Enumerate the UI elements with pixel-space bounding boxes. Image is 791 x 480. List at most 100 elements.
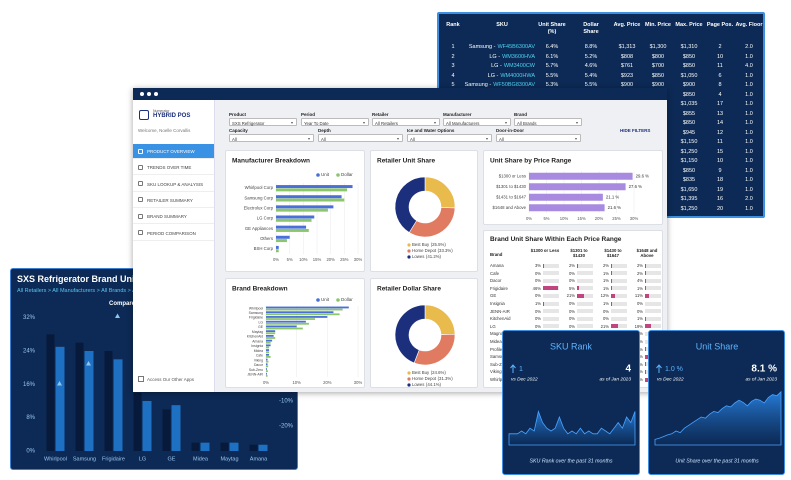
x-tick-label: 10% <box>292 380 301 385</box>
legend-swatch <box>407 383 411 387</box>
caret <box>576 122 578 124</box>
filter-label: Period <box>301 112 316 117</box>
x-tick-label: GE <box>168 456 176 462</box>
legend-name: Lowes <box>412 254 424 259</box>
card: Unit Share by Price Range 0% 5% 10% 15% 20% 25… <box>483 150 663 225</box>
legend-label: Unit <box>321 297 330 302</box>
filter-select[interactable]: SXS Refrigerator <box>229 118 297 126</box>
category-label: Others <box>260 236 273 241</box>
category-label: Viking <box>254 358 263 362</box>
cell-bar-track <box>543 286 559 291</box>
x-tick-label: 10% <box>560 216 569 221</box>
cell-bar <box>577 286 579 291</box>
kpi-as-of: as of Jan 2023 <box>600 376 632 382</box>
legend-swatch <box>316 173 320 177</box>
trend-area <box>654 390 782 446</box>
sku-model[interactable]: WF45B6300AV <box>497 44 535 50</box>
chart-svg: Retailer Unit Share Best Buy (25.5%)Home D… <box>377 158 456 259</box>
legend-swatch <box>407 243 411 247</box>
cell-bar-track <box>645 293 661 298</box>
cell-bar <box>645 324 652 329</box>
sku-brand: Samsung - <box>464 82 492 88</box>
hide-filters[interactable]: HIDE FILTERS <box>620 128 651 133</box>
sku-model[interactable]: WM3400CW <box>503 63 535 69</box>
cell-bar-track <box>645 286 661 291</box>
sku-brand: Samsung - <box>468 44 496 50</box>
donut-slice <box>394 304 426 364</box>
table-cell: 1.0 <box>745 186 753 193</box>
cell-bar-track <box>543 271 559 276</box>
donut-slice <box>424 176 456 209</box>
table-cell: $923 <box>620 72 634 79</box>
table-cell: $850 <box>682 63 696 69</box>
category-label: Cafe <box>256 354 263 358</box>
table-cell: 2% <box>636 263 643 268</box>
x-tick-label: Frigidaire <box>102 456 125 462</box>
filter-select[interactable]: All Manufacturers <box>443 118 511 126</box>
category-label: Amana <box>252 339 263 343</box>
apps-link[interactable]: Access Our Other Apps <box>147 377 195 382</box>
menu-item[interactable]: TRENDS OVER TIME <box>133 160 214 176</box>
bar <box>266 311 334 314</box>
table-cell: $900 <box>682 82 696 88</box>
kpi-caption: SKU Rank over the past 31 months <box>529 458 612 464</box>
sku-brand: LG - <box>491 63 502 69</box>
sku-brand: LG - <box>489 53 501 60</box>
menu-label: TRENDS OVER TIME <box>147 165 192 171</box>
table-cell: 6.1% <box>545 53 559 60</box>
cell-bar-track <box>577 286 593 291</box>
panel-title: SXS Refrigerator Brand Unit Share Breakd… <box>17 274 217 284</box>
filter-select[interactable]: Year To Date <box>301 118 369 126</box>
table-cell: 4 <box>718 91 722 98</box>
menu-item[interactable]: PERIOD COMPARISON <box>133 226 214 241</box>
legend-swatch <box>407 249 411 253</box>
menu-item[interactable]: PRODUCT OVERVIEW <box>133 144 214 159</box>
up-arrow <box>510 364 516 373</box>
menu-item[interactable]: RETAILER SUMMARY <box>133 193 214 208</box>
card-title: Brand Breakdown <box>232 286 288 293</box>
table-cell: 21% <box>566 293 575 299</box>
x-tick-label: Samsung <box>73 456 96 462</box>
legend-name: Best Buy <box>412 242 430 247</box>
filter-select[interactable]: All Brands <box>514 118 582 126</box>
bar <box>276 239 287 243</box>
caret <box>308 138 310 140</box>
legend-label: Home Depot (33.3%) <box>412 248 453 253</box>
y-tick-label: 8% <box>26 415 35 421</box>
sku-model[interactable]: WF50BG8300AV <box>493 82 535 88</box>
filter-select[interactable]: All <box>496 134 581 142</box>
filter-select[interactable]: All Retailers <box>372 118 440 126</box>
filter-label: Depth <box>318 128 331 133</box>
table-cell: $1,150 <box>680 139 698 145</box>
bar <box>84 351 94 451</box>
table-cell: 18 <box>716 177 724 183</box>
sku-model[interactable]: WM3600HVA <box>502 53 535 60</box>
filter-select[interactable]: All <box>407 134 492 142</box>
menu-item[interactable]: BRAND SUMMARY <box>133 209 214 225</box>
table-cell: 0% <box>568 270 575 276</box>
table-cell: 17 <box>716 101 724 107</box>
y-tick-label: 0% <box>26 449 35 455</box>
filter-value: SXS Refrigerator <box>232 120 265 126</box>
menu-item[interactable]: SKU LOOKUP & ANALYSIS <box>133 177 214 192</box>
category-label: Dacor <box>254 363 264 367</box>
row-label: Sub-Zero <box>490 361 508 367</box>
table-cell: 1.0 <box>745 139 753 145</box>
cell-bar-track <box>611 278 627 283</box>
table-cell: 5.3% <box>545 82 559 88</box>
row-label: LG <box>490 323 496 329</box>
table-cell: 19 <box>716 186 724 193</box>
table-cell: 0% <box>534 270 541 276</box>
bar <box>276 249 279 253</box>
table-cell: 6 <box>718 72 722 79</box>
row-label: Midea <box>490 339 502 344</box>
bar <box>266 370 268 372</box>
bar <box>75 342 84 451</box>
cell-bar <box>645 271 646 276</box>
filter-select[interactable]: All <box>229 134 314 142</box>
kpi-title: Unit Share <box>696 341 739 351</box>
sku-model[interactable]: WM4000HWA <box>500 72 535 79</box>
filter-select[interactable]: All <box>318 134 403 142</box>
bar <box>266 320 306 323</box>
cell-bar <box>611 324 618 329</box>
